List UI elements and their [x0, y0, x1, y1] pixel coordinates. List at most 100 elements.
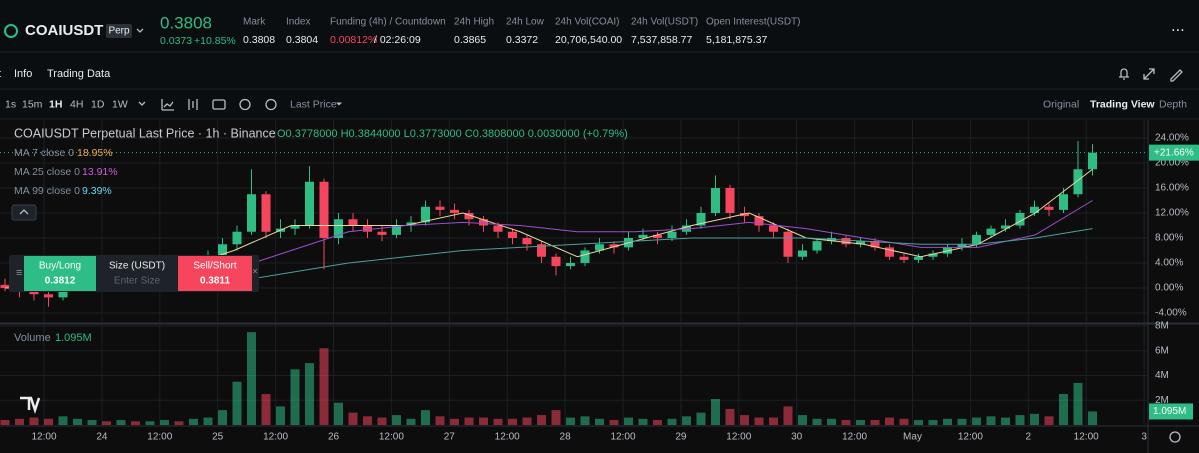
price-type-dropdown[interactable]: [336, 102, 342, 106]
last-price-tag: [1149, 144, 1199, 161]
size-label: Size (USDT): [109, 261, 165, 272]
ma-line: [233, 228, 1093, 283]
intervals: 1s 15m 1H 4H 1D 1W: [5, 98, 128, 110]
expand-icon[interactable]: [1143, 68, 1155, 80]
y-tick-label: 0.00%: [1155, 283, 1183, 294]
volume-bar: [29, 417, 39, 425]
interval-dropdown[interactable]: [138, 101, 146, 106]
candle-body: [1044, 206, 1054, 210]
volume-bar: [247, 332, 256, 425]
volume-bar: [421, 410, 430, 425]
volume-bar: [290, 369, 300, 425]
volume-bar: [551, 410, 561, 425]
candle-body: [1059, 194, 1068, 210]
tv-logo: [20, 396, 41, 414]
volume-bar: [276, 406, 285, 425]
draw-icon[interactable]: [1170, 69, 1183, 82]
volume-bar: [464, 417, 474, 425]
candle-body: [580, 250, 590, 263]
volume-bar: [783, 406, 793, 425]
collapse-button[interactable]: [11, 204, 37, 221]
candle-body: [1001, 225, 1010, 229]
x-tick-label: May: [903, 432, 922, 443]
stat-value: 0.3372: [506, 34, 538, 46]
price-change-pct: +10.85%: [194, 35, 236, 47]
price-type[interactable]: Last Price: [290, 98, 337, 110]
settings-icon[interactable]: [265, 98, 277, 111]
alert-icon[interactable]: [1119, 68, 1129, 80]
close-panel[interactable]: ×: [252, 267, 258, 278]
candle-body: [464, 213, 474, 220]
candle-body: [595, 244, 604, 251]
candle-body: [769, 225, 778, 232]
interval[interactable]: 1D: [91, 98, 105, 110]
candle-body: [334, 219, 343, 238]
volume-bar: [131, 421, 140, 425]
volume-bar: [754, 417, 764, 425]
volume-bar: [1059, 394, 1068, 425]
volume-bar: [653, 420, 662, 425]
candle-body: [493, 225, 503, 232]
buy-label: Buy/Long: [39, 261, 81, 272]
x-tick-label: 2: [1026, 432, 1032, 443]
candle-body: [319, 181, 329, 238]
sell-button[interactable]: [178, 256, 252, 291]
interval[interactable]: 1H: [49, 98, 62, 110]
volume-bar: [508, 418, 517, 425]
volume-tag-label: 1.095M: [1153, 406, 1186, 417]
candle-body: [508, 231, 517, 238]
add-icon[interactable]: [239, 98, 251, 111]
ma-name: MA 25 close 0: [14, 166, 80, 178]
volume-bar: [348, 412, 358, 425]
indicator-icon[interactable]: [161, 99, 174, 111]
candle-type-icon[interactable]: [188, 99, 198, 110]
candle-body: [305, 181, 314, 226]
candle-body: [44, 294, 53, 298]
volume-bar: [145, 421, 155, 425]
size-input[interactable]: Enter Size: [114, 276, 161, 287]
candle-body: [232, 231, 242, 245]
tab[interactable]: t: [0, 68, 1, 80]
last-price-label: +21.66%: [1154, 147, 1194, 158]
candle-body: [479, 219, 488, 226]
screenshot-icon[interactable]: [212, 99, 226, 110]
view-tab[interactable]: Trading View: [1090, 98, 1155, 110]
ohlc-legend: O0.3778000 H0.3844000 L0.3773000 C0.3808…: [277, 128, 628, 140]
volume-bar: [1088, 411, 1097, 425]
ma-value: 18.95%: [77, 147, 113, 159]
volume-bar: [740, 415, 749, 425]
volume-bar: [493, 418, 503, 425]
volume-bar: [957, 418, 967, 425]
ma-line: [233, 200, 1093, 270]
volume-bar: [334, 402, 343, 425]
interval[interactable]: 1s: [5, 98, 16, 110]
candle-body: [914, 256, 923, 260]
candle-body: [667, 231, 677, 238]
candle-body: [1015, 213, 1025, 226]
interval[interactable]: 1W: [112, 98, 128, 110]
view-tab[interactable]: Depth: [1159, 98, 1187, 110]
interval[interactable]: 15m: [22, 98, 43, 110]
symbol[interactable]: COAIUSDT: [25, 22, 103, 39]
view-tab[interactable]: Original: [1043, 98, 1079, 110]
tab[interactable]: Trading Data: [47, 68, 111, 80]
volume-bar: [928, 420, 938, 425]
volume-bar: [203, 417, 213, 425]
x-tick-label: 27: [444, 432, 456, 443]
y-tick-label: 20.00%: [1155, 158, 1189, 169]
volume-bar: [798, 415, 807, 425]
candle-body: [551, 256, 561, 267]
chart-title: COAIUSDT Perpetual Last Price · 1h · Bin…: [14, 126, 276, 140]
drag-handle[interactable]: ≡: [16, 267, 22, 279]
interval[interactable]: 4H: [70, 98, 83, 110]
y-tick-label: 24.00%: [1155, 133, 1189, 144]
stats: Mark 0.3808 Index 0.3804 Funding (4h) / Coun…: [243, 17, 800, 46]
more-menu[interactable]: ⋯: [1171, 22, 1185, 38]
candle-body: [740, 213, 749, 217]
chart-settings[interactable]: [1169, 431, 1181, 443]
stat-label: Index: [286, 17, 310, 28]
symbol-dropdown[interactable]: [136, 28, 144, 33]
tab[interactable]: Info: [14, 68, 32, 80]
x-tick-label: 28: [560, 432, 572, 443]
buy-button[interactable]: [24, 256, 96, 291]
